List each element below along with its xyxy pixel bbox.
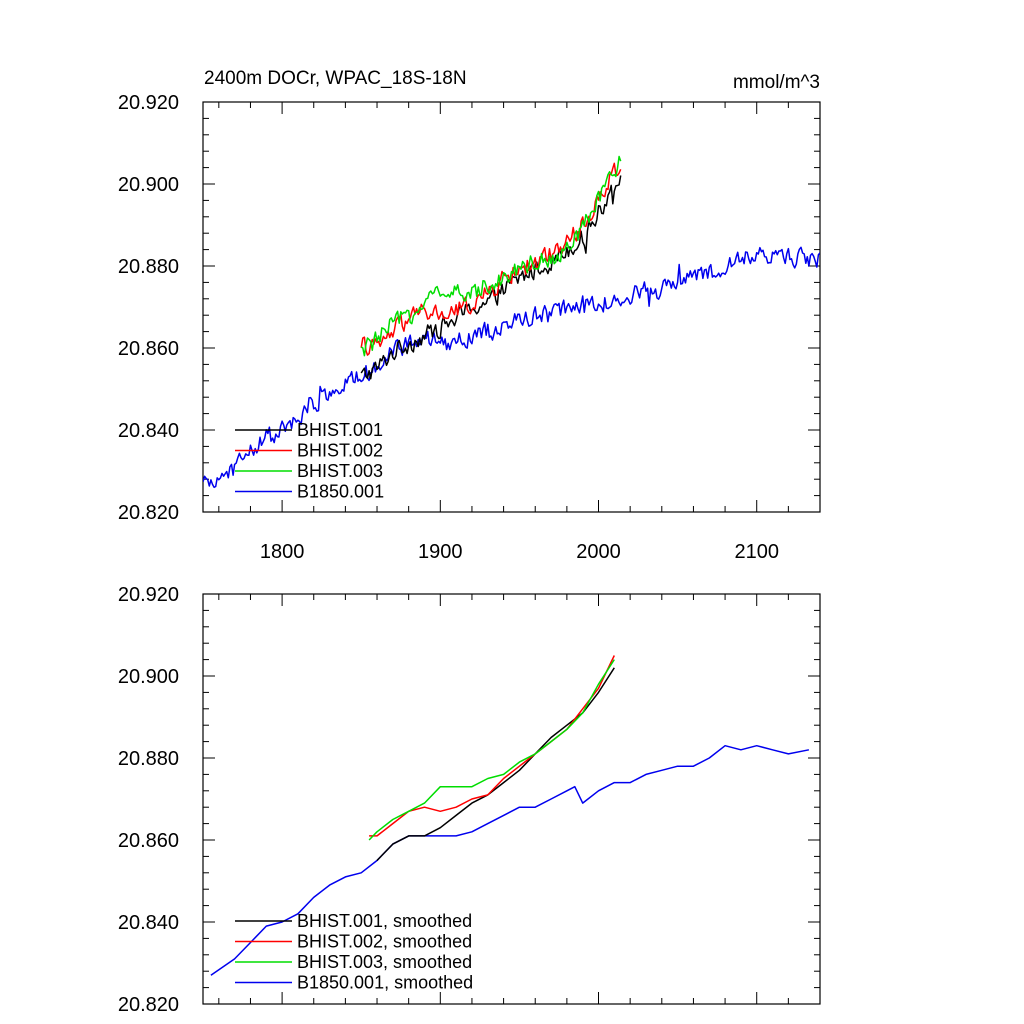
y-tick-label: 20.880 <box>118 256 179 278</box>
legend-label-3: BHIST.003, smoothed <box>297 952 472 972</box>
series-line-2 <box>369 655 615 837</box>
plot-frame <box>202 101 821 513</box>
series-line-3 <box>360 155 622 357</box>
y-tick-label: 20.860 <box>118 830 179 852</box>
legend-label-1: BHIST.001 <box>297 420 383 440</box>
legend-label-1: BHIST.001, smoothed <box>297 911 472 931</box>
y-tick-label: 20.880 <box>118 748 179 770</box>
series-line-4 <box>203 246 820 489</box>
legend-label-2: BHIST.002 <box>297 441 383 461</box>
legend-label-4: B1850.001, smoothed <box>297 973 473 993</box>
series-line-1 <box>376 667 615 862</box>
y-tick-label: 20.920 <box>118 584 179 606</box>
y-tick-label: 20.840 <box>118 912 179 934</box>
series-line-2 <box>360 162 622 356</box>
legend-label-3: BHIST.003 <box>297 461 383 481</box>
series-line-1 <box>360 175 622 380</box>
x-tick-label: 2000 <box>576 541 621 563</box>
y-tick-label: 20.820 <box>118 502 179 524</box>
series-line-3 <box>368 659 615 841</box>
y-tick-label: 20.840 <box>118 420 179 442</box>
legend-label-2: BHIST.002, smoothed <box>297 932 472 952</box>
x-tick-label: 2100 <box>734 541 779 563</box>
x-tick-label: 1800 <box>260 541 305 563</box>
y-tick-label: 20.900 <box>118 666 179 688</box>
bottom-panel: 20.820 20.840 20.860 20.880 20.900 20.920 BHIS… <box>118 584 821 1016</box>
chart-title: 2400m DOCr, WPAC_18S-18N <box>204 68 467 89</box>
x-tick-label: 1900 <box>418 541 463 563</box>
legend-label-4: B1850.001 <box>297 482 384 502</box>
y-tick-label: 20.820 <box>118 994 179 1016</box>
series-line-4 <box>210 744 810 976</box>
y-tick-label: 20.860 <box>118 338 179 360</box>
plot-frame <box>202 593 821 1005</box>
y-tick-label: 20.920 <box>118 92 179 114</box>
y-tick-label: 20.900 <box>118 174 179 196</box>
top-panel: 20.820 20.840 20.860 20.880 20.900 20.920 1800… <box>118 92 821 563</box>
units-label: mmol/m^3 <box>733 72 820 93</box>
